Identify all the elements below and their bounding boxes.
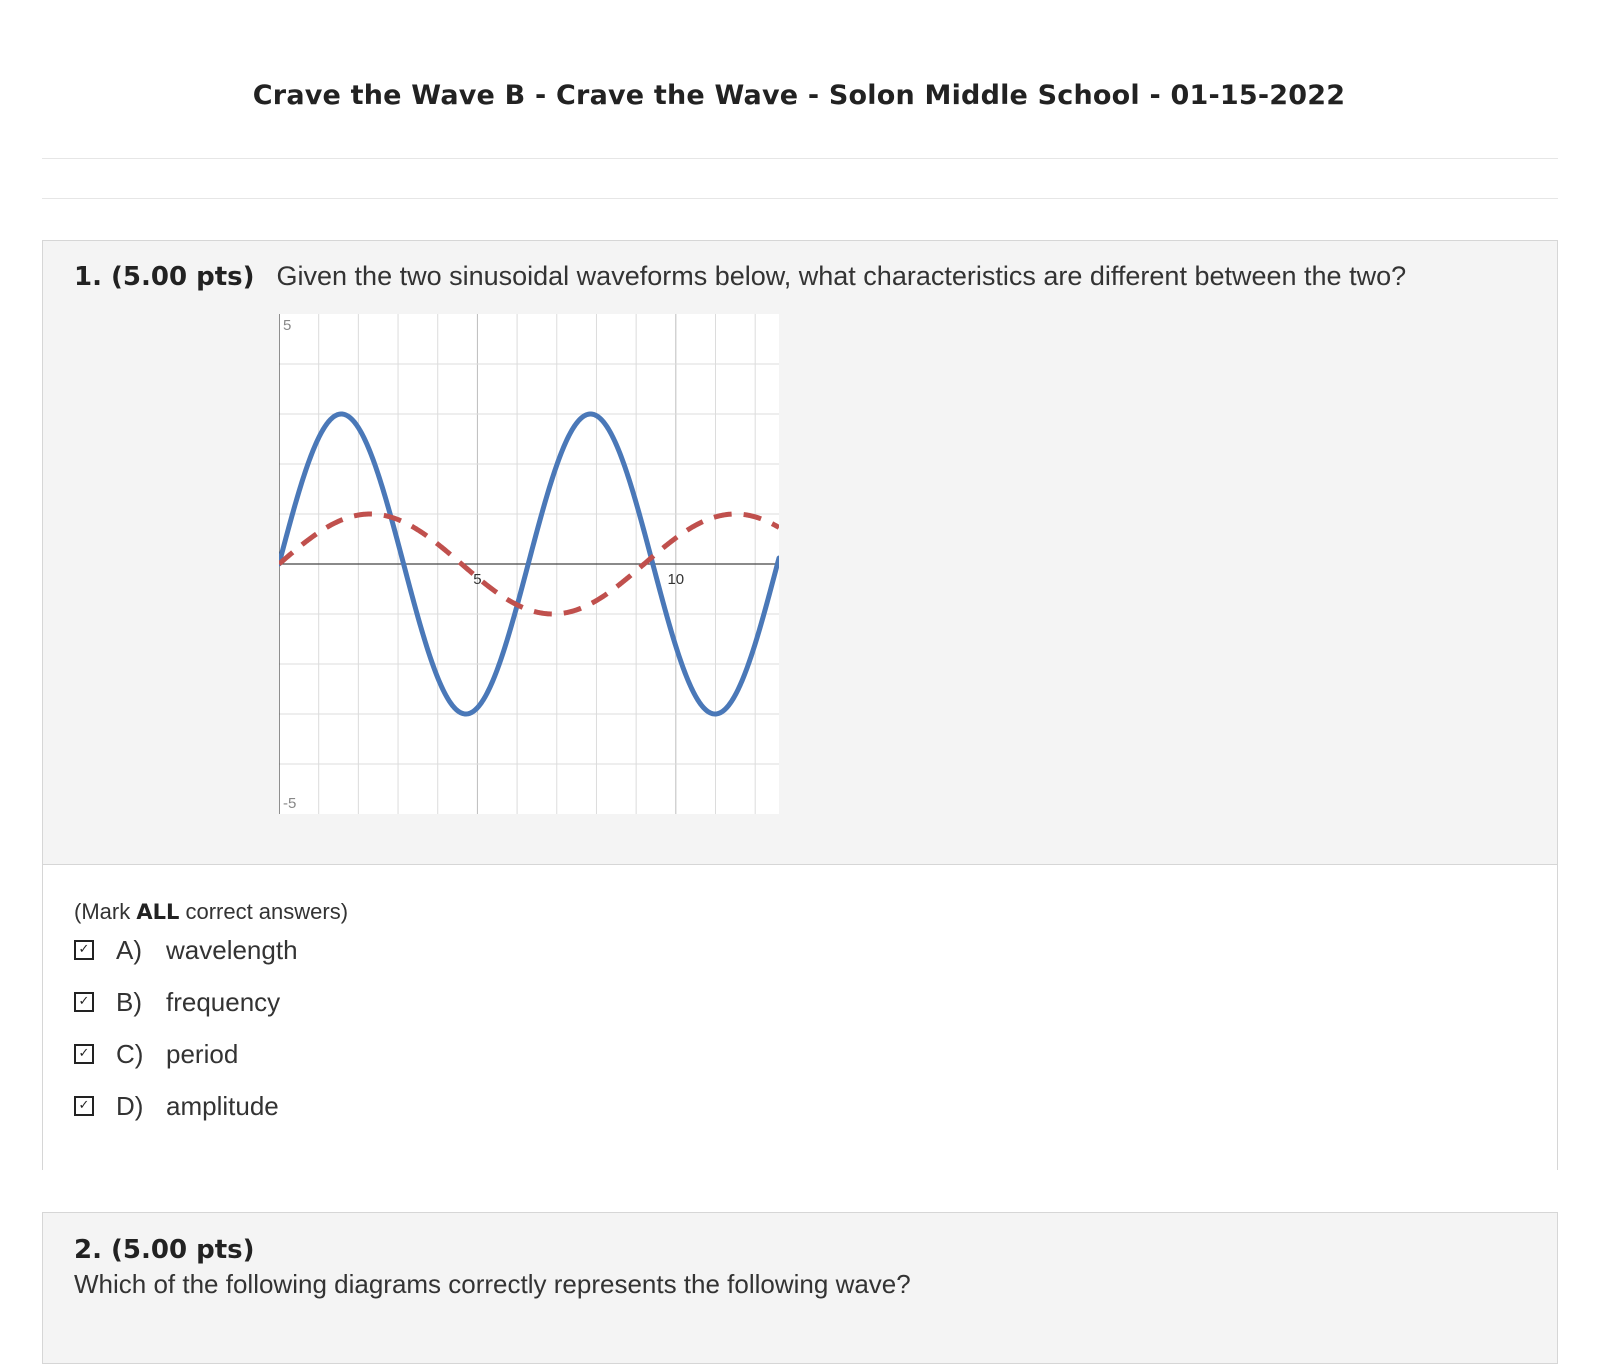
- wave-series-dashed: [279, 511, 779, 617]
- option-letter: C): [116, 1038, 144, 1069]
- chart-series: [279, 411, 779, 717]
- question-1-header: 1. (5.00 pts) Given the two sinusoidal wa…: [74, 261, 1406, 292]
- question-text: Which of the following diagrams correctl…: [74, 1269, 911, 1299]
- question-number: 2. (5.00 pts): [74, 1235, 255, 1265]
- option-letter: D): [116, 1090, 144, 1121]
- y-tick-label: -5: [283, 795, 296, 812]
- option-text: period: [166, 1038, 239, 1069]
- x-tick-label: 10: [667, 571, 684, 588]
- answer-option-d[interactable]: ✓ D) amplitude: [74, 1086, 279, 1126]
- checkbox-checked-icon[interactable]: ✓: [74, 1096, 94, 1116]
- y-tick-label: 5: [283, 317, 291, 334]
- question-number: 1. (5.00 pts): [74, 262, 255, 292]
- waveform-chart: 5 10 5 -5: [279, 314, 779, 814]
- answer-option-c[interactable]: ✓ C) period: [74, 1034, 238, 1074]
- checkbox-checked-icon[interactable]: ✓: [74, 992, 94, 1012]
- answer-option-a[interactable]: ✓ A) wavelength: [74, 930, 298, 970]
- option-text: amplitude: [166, 1090, 279, 1121]
- option-text: frequency: [166, 986, 281, 1017]
- wave-series-solid: [279, 411, 779, 717]
- chart-tick-labels: 5 10 5 -5: [283, 317, 684, 812]
- x-tick-label: 5: [473, 571, 481, 588]
- answers-panel: (Mark ALL correct answers) ✓ A) waveleng…: [43, 864, 1557, 1170]
- option-letter: A): [116, 934, 142, 965]
- page-title: Crave the Wave B - Crave the Wave - Solo…: [252, 80, 1346, 111]
- answer-option-b[interactable]: ✓ B) frequency: [74, 982, 280, 1022]
- instruction: (Mark ALL correct answers): [74, 899, 349, 924]
- checkbox-checked-icon[interactable]: ✓: [74, 940, 94, 960]
- question-2-card: 2. (5.00 pts) Which of the following dia…: [42, 1212, 1558, 1364]
- option-letter: B): [116, 986, 142, 1017]
- divider: [42, 158, 1558, 159]
- divider: [42, 198, 1558, 199]
- checkbox-checked-icon[interactable]: ✓: [74, 1044, 94, 1064]
- question-1-card: 1. (5.00 pts) Given the two sinusoidal wa…: [42, 240, 1558, 1170]
- question-text: Given the two sinusoidal waveforms below…: [276, 261, 1407, 291]
- option-text: wavelength: [166, 934, 298, 965]
